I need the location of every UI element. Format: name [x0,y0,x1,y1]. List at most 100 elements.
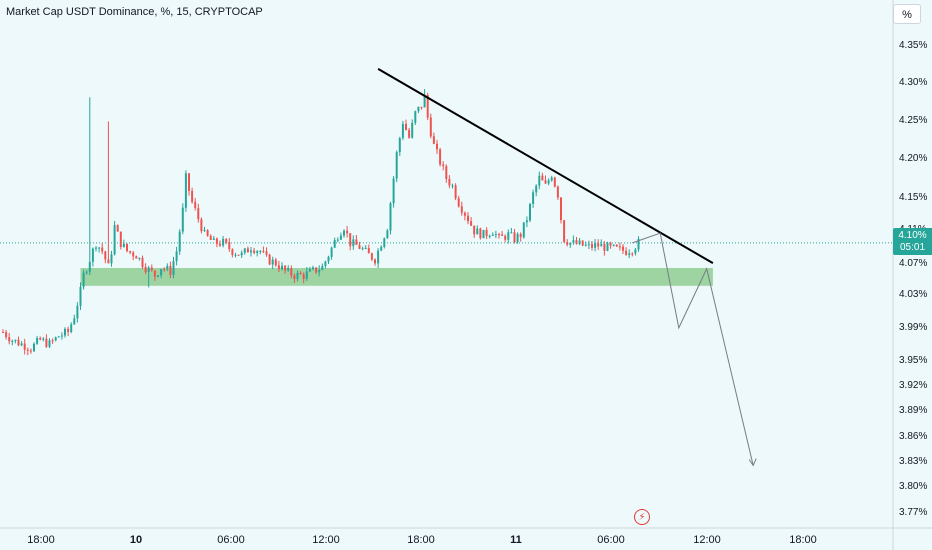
candle [463,211,466,221]
candle [312,265,314,271]
candle-body [615,244,618,247]
candle-body [215,238,218,244]
candle [405,119,407,131]
candle-body [70,324,73,332]
time-axis-tick: 11 [510,534,522,546]
candle-body [423,95,426,108]
candle [550,175,553,182]
candle [36,335,39,345]
candle [101,243,104,255]
candle [209,234,212,241]
candle-body [470,221,473,226]
candle [113,220,116,256]
candle-body [175,251,178,262]
candle [339,232,342,241]
candle-body [312,267,314,270]
candle-body [42,338,45,340]
candle-body [116,225,119,232]
candle [516,232,519,244]
candle [460,201,463,216]
candle [606,241,609,252]
candle [122,239,125,248]
candle-body [488,235,491,237]
candle-body [110,254,113,264]
candle-body [113,225,116,255]
candle [494,230,497,239]
candle [293,273,296,283]
candle [572,235,575,245]
candle-body [184,173,187,208]
candle [17,336,20,347]
candle-body [519,233,522,238]
candle-body [274,259,277,266]
percent-scale-button[interactable]: % [893,4,921,24]
candle-body [414,111,417,123]
candle [380,245,383,252]
candle-body [73,318,76,325]
candle-body [79,286,82,306]
candle-body [166,265,169,270]
resistance-trendline [377,67,714,265]
price-axis-tick: 4.03% [899,289,927,300]
candle-body [141,257,144,267]
candle [488,234,491,239]
candle [352,235,355,250]
candle [336,237,339,243]
candle-body [538,175,541,186]
candle [420,106,423,110]
candle [563,219,566,243]
candle-body [181,207,184,232]
candle-body [563,220,566,242]
candle [591,240,593,251]
candle [637,236,640,252]
candle [271,256,274,270]
candle-body [200,219,203,232]
candle [513,229,516,244]
candle [349,233,352,251]
candle-body [222,238,225,246]
candle [457,195,460,208]
candle-body [82,272,85,287]
candle-body [609,243,612,246]
candle [525,216,528,228]
candle [256,250,259,257]
candle [324,260,327,269]
price-axis-tick: 3.89% [899,405,927,416]
candle-body [144,266,147,272]
candle [389,201,392,235]
price-axis-tick: 4.25% [899,115,927,126]
candle-body [23,343,26,350]
bar-countdown: 05:01 [899,242,926,253]
candle-body [476,228,479,235]
candle [225,238,228,245]
candle [414,110,417,126]
candle [104,250,107,264]
candle [541,172,544,181]
candle-body [85,271,88,273]
candle-body [522,222,525,238]
candle [129,250,132,255]
candle-body [594,243,597,248]
candle [268,253,271,266]
candle [377,248,380,268]
candle-body [612,244,615,246]
candle [408,127,411,139]
candle [327,255,330,265]
candle [318,265,321,277]
candle-body [160,269,163,276]
candle [367,244,370,254]
time-axis-tick: 18:00 [407,534,435,546]
candle [383,237,386,249]
flash-icon[interactable]: ⚡ [634,509,650,525]
candle [553,176,556,188]
candle-body [535,185,538,193]
candle-body [225,238,228,243]
candle-body [398,138,401,153]
candle [153,270,156,281]
candle [417,106,420,114]
candle-body [479,228,482,239]
candle-body [448,178,451,186]
candle-body [606,243,609,251]
candle-body [147,267,150,272]
